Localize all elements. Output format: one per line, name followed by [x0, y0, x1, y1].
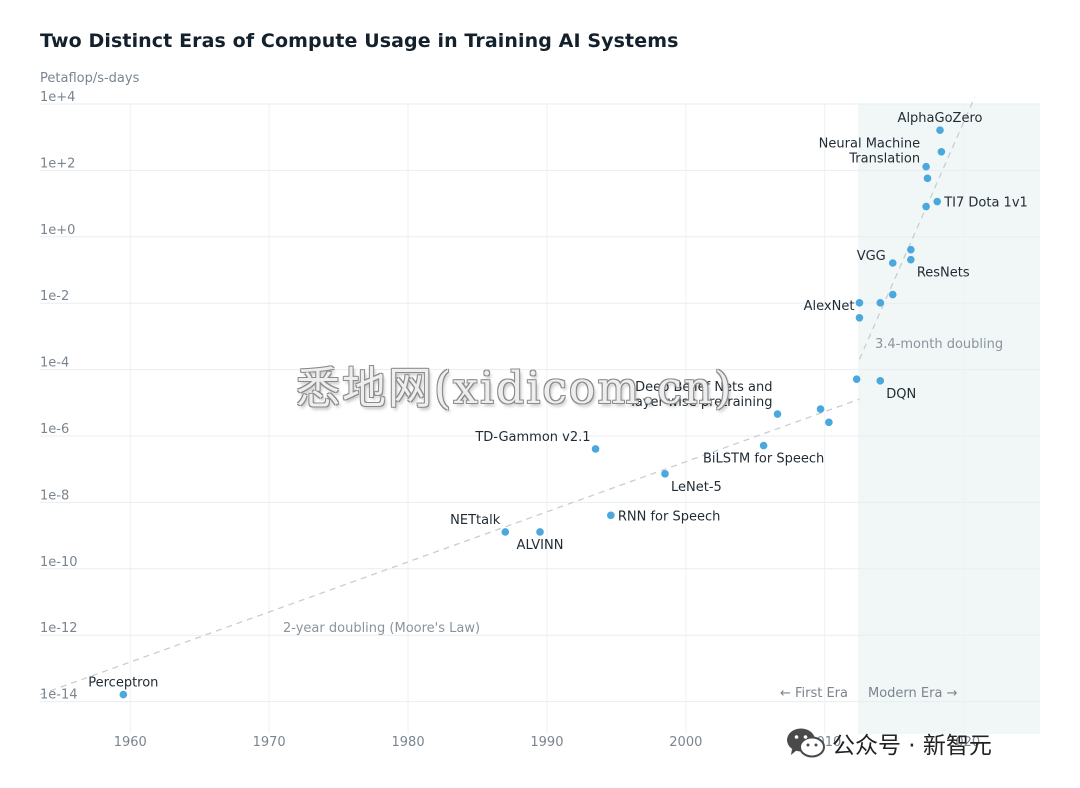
data-point — [933, 197, 942, 206]
data-label: RNN for Speech — [618, 509, 721, 524]
y-tick-label: 1e+0 — [40, 223, 75, 238]
y-tick-label: 1e+4 — [40, 90, 75, 105]
data-label: ResNets — [917, 266, 970, 281]
x-tick-label: 1960 — [114, 735, 147, 750]
fast-doubling-label: 3.4-month doubling — [875, 337, 1003, 352]
y-tick-label: 1e-14 — [40, 688, 78, 703]
data-point — [773, 410, 782, 418]
data-label: Neural Machine Translation — [819, 137, 920, 167]
y-tick-label: 1e-12 — [40, 621, 78, 636]
y-tick-label: 1e-8 — [40, 488, 69, 503]
data-label: AlexNet — [804, 299, 855, 314]
x-tick-label: 2010 — [808, 735, 841, 750]
data-point — [888, 290, 897, 299]
data-point — [888, 259, 897, 267]
x-tick-label: 1970 — [253, 735, 286, 750]
data-point — [661, 470, 669, 478]
data-label: DQN — [886, 387, 916, 402]
data-point — [816, 405, 825, 413]
data-label-line: Neural Machine — [819, 137, 920, 152]
data-point — [876, 377, 885, 385]
data-point — [937, 147, 946, 156]
data-label: Perceptron — [88, 676, 158, 691]
trend-lines — [39, 96, 976, 696]
data-label-line: layer-wise pretraining — [631, 395, 772, 410]
data-label: Deep Belief Nets and layer-wise pretraini… — [631, 380, 772, 410]
modern-era-shade — [858, 104, 1040, 734]
y-tick-label: 1e-6 — [40, 422, 69, 437]
data-label-line: Deep Belief Nets and — [635, 380, 772, 395]
first-era-label: ← First Era — [780, 686, 848, 701]
data-point — [922, 202, 930, 211]
y-tick-label: 1e+2 — [40, 156, 75, 171]
data-point — [607, 511, 615, 520]
data-point — [907, 245, 915, 254]
data-point — [855, 299, 864, 307]
data-point — [907, 255, 915, 264]
trend-line — [858, 96, 976, 360]
x-tick-label: 2000 — [669, 735, 702, 750]
y-tick-label: 1e-2 — [40, 289, 69, 304]
x-tick-label: 1990 — [530, 735, 563, 750]
data-label: BiLSTM for Speech — [703, 452, 824, 467]
data-label: ALVINN — [517, 538, 564, 553]
y-tick-label: 1e-10 — [40, 555, 78, 570]
chart-title: Two Distinct Eras of Compute Usage in Tr… — [40, 30, 679, 52]
point-labels: Perceptron NETtalk ALVINN TD-Gammon v2.1 RNN… — [88, 111, 1028, 690]
data-label-line: Translation — [848, 152, 920, 167]
data-label: LeNet-5 — [671, 480, 722, 495]
data-point — [119, 690, 128, 699]
data-point — [759, 441, 768, 450]
data-point — [501, 528, 510, 536]
x-tick-label: 1980 — [392, 735, 425, 750]
y-axis-label: Petaflop/s-days — [40, 71, 140, 86]
data-label: NETtalk — [450, 513, 501, 528]
data-point — [936, 126, 944, 134]
y-tick-label: 1e-4 — [40, 356, 69, 371]
data-point — [922, 162, 930, 171]
data-label: TI7 Dota 1v1 — [943, 196, 1028, 211]
data-point — [852, 375, 861, 384]
data-point — [876, 299, 885, 307]
modern-era-label: Modern Era → — [868, 686, 958, 701]
x-tick-label: 2020 — [947, 735, 980, 750]
data-point — [591, 445, 600, 453]
data-points — [119, 126, 946, 699]
data-label: AlphaGoZero — [898, 111, 983, 126]
data-point — [855, 313, 864, 322]
moores-law-label: 2-year doubling (Moore's Law) — [283, 621, 480, 636]
trend-line — [39, 398, 860, 696]
grid-lines — [40, 103, 1040, 734]
data-point — [923, 174, 932, 183]
data-point — [825, 418, 833, 427]
data-point — [536, 528, 544, 536]
axis-ticks: 1e+4 1e+2 1e+0 1e-2 1e-4 1e-6 1e-8 1e-10 1e-12 1e… — [40, 90, 980, 750]
data-label: VGG — [857, 249, 886, 264]
data-label: TD-Gammon v2.1 — [474, 430, 590, 445]
